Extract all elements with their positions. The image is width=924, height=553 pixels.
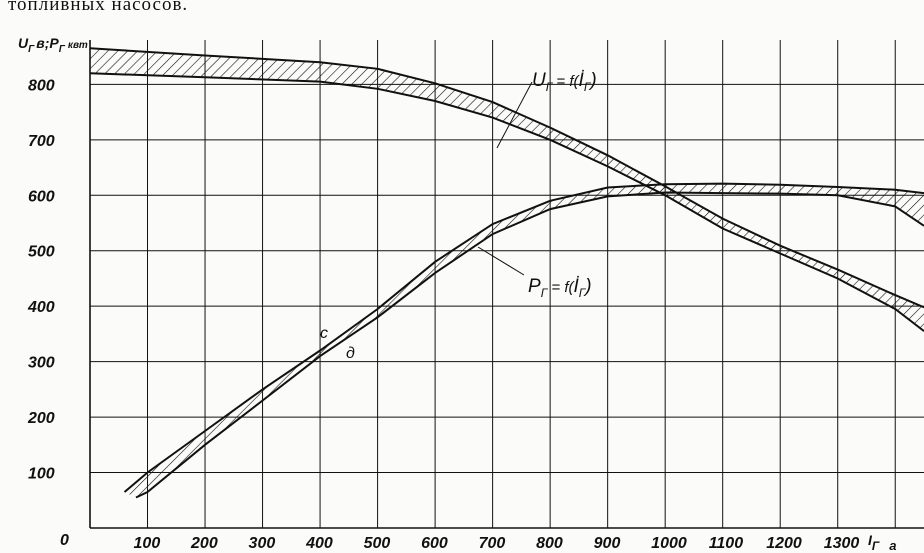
label-u-asub: Г	[546, 80, 554, 94]
x-tick-label: 800	[536, 535, 563, 552]
x-tick-label: 1000	[651, 535, 687, 552]
y-tick-label: 500	[28, 244, 55, 261]
x-tick-label: 600	[421, 535, 448, 552]
x-tick-label: 300	[249, 535, 276, 552]
label-u-b: İ	[579, 70, 585, 91]
y-tick-label: 200	[27, 410, 55, 427]
x-tick-label: 1100	[709, 535, 744, 552]
label-u-a: U	[532, 70, 546, 91]
x-tick-label: 1300	[824, 535, 860, 552]
y-tick-label: 600	[28, 188, 55, 205]
label-u-eq: = f(	[552, 73, 580, 90]
bands	[89, 47, 924, 499]
label-p-asub: Г	[541, 286, 549, 300]
leader-p	[477, 246, 525, 276]
series-label-p: PГ = f(İГ)	[528, 276, 592, 300]
x-tick-label: 200	[190, 535, 218, 552]
x-axis-label: IГ а	[868, 532, 897, 553]
label-p-a: P	[528, 276, 541, 297]
xlabel-sub: Г	[872, 539, 880, 553]
ylabel-v: в;	[36, 35, 49, 51]
leader-u	[496, 81, 533, 149]
y-tick-label: 300	[28, 355, 55, 372]
series-band-fill	[124, 183, 924, 498]
x-tick-label: 400	[305, 535, 333, 552]
ylabel-usub: Г	[28, 44, 35, 55]
x-tick-label: 700	[479, 535, 506, 552]
y-tick-label: 700	[28, 133, 55, 150]
label-u-close: )	[588, 70, 596, 91]
label-p-bsub: Г	[579, 286, 587, 300]
y-tick-label: 100	[28, 466, 55, 483]
y-axis-label: UГ в;PГ квт	[18, 35, 88, 55]
ticks: 100 200 300 400 500 600 700 800 900 1000 1100 1200 1…	[27, 77, 859, 552]
origin-label: 0	[60, 532, 69, 549]
x-tick-label: 1200	[766, 535, 802, 552]
xlabel-main: I	[868, 532, 873, 548]
series-label-u: UГ = f(İГ)	[532, 70, 597, 94]
series-lower-line	[135, 191, 924, 499]
series-upper-line	[123, 182, 924, 493]
label-u-bsub: Г	[584, 80, 592, 94]
x-tick-label: 500	[364, 535, 391, 552]
page-caption: топливных насосов.	[8, 0, 189, 15]
ylabel-unit: квт	[68, 40, 88, 51]
label-p-eq: = f(	[547, 279, 575, 296]
grid	[89, 40, 924, 529]
ylabel-psub: Г	[59, 44, 66, 55]
y-tick-label: 800	[28, 77, 55, 94]
label-p-close: )	[583, 276, 591, 297]
ylabel-p: P	[49, 35, 59, 51]
ylabel-u: U	[18, 35, 29, 51]
label-p-b: İ	[573, 276, 579, 297]
annotation-c: c	[320, 325, 328, 342]
x-tick-label: 900	[594, 535, 621, 552]
series-upper-line	[89, 47, 924, 309]
y-tick-label: 400	[27, 299, 55, 316]
xlabel-unit: а	[889, 538, 896, 553]
x-tick-label: 100	[134, 535, 161, 552]
series-lower-line	[89, 72, 924, 332]
annotation-d: д	[346, 345, 355, 362]
